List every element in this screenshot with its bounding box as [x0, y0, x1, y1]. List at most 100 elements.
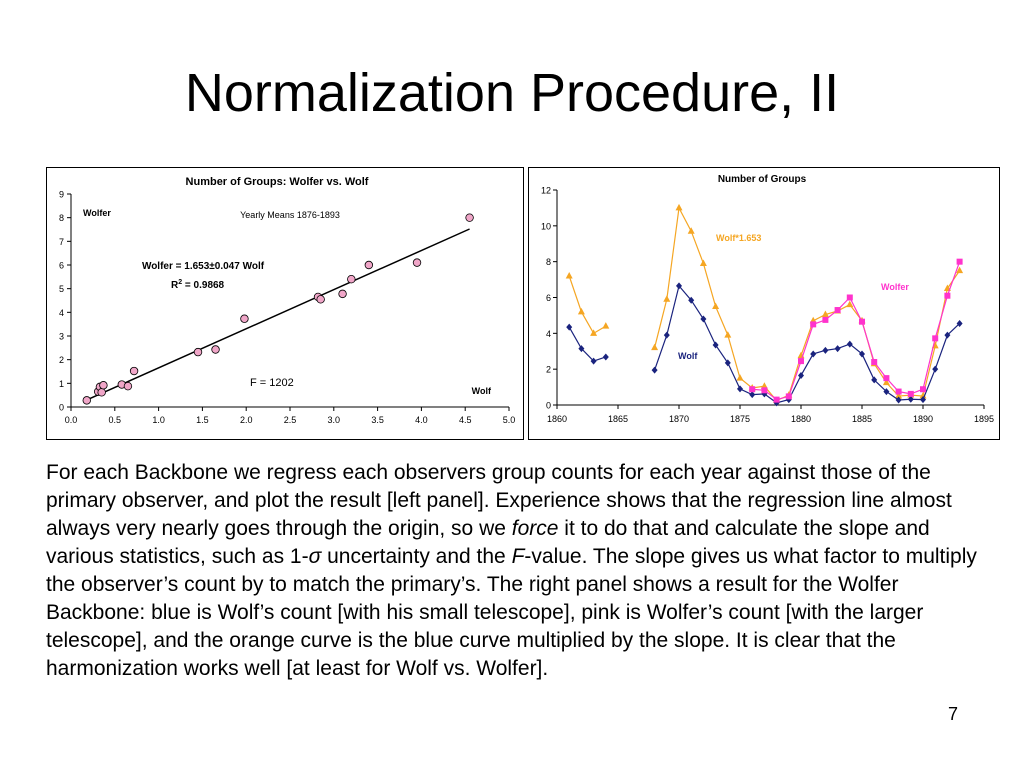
data-point [347, 274, 356, 284]
data-point [316, 295, 325, 304]
x-tick-label: 1865 [608, 414, 628, 424]
data-point-square [907, 390, 914, 397]
body-text-part-4: -value. The slope gives us what factor t… [46, 545, 977, 680]
data-point [465, 213, 474, 222]
data-point-triangle [821, 310, 829, 318]
data-point-triangle [712, 302, 720, 309]
legend-label-wolf-scaled: Wolf*1.653 [716, 233, 761, 243]
x-tick-label: 1880 [791, 414, 811, 424]
line-chart-panel: Number of Groups 0 2 4 6 8 10 12 1860 1865 1870 187… [528, 167, 1000, 440]
data-point-diamond [676, 282, 682, 290]
data-point-triangle [590, 329, 598, 336]
data-point-square [944, 292, 951, 299]
r-squared-symbol: R [171, 280, 179, 291]
data-point-diamond [602, 353, 609, 361]
data-point-triangle [882, 378, 890, 386]
y-tick-label: 0 [546, 401, 551, 411]
x-tick-label: 0.5 [109, 415, 122, 425]
data-point-diamond [566, 323, 573, 331]
data-point-diamond [932, 365, 939, 373]
scatter-chart-panel: Number of Groups: Wolfer vs. Wolf 0 1 2 3 4 5 6… [46, 167, 524, 440]
data-point-triangle [736, 374, 744, 381]
data-point-triangle [577, 307, 585, 315]
body-text-sigma: σ [308, 545, 322, 568]
data-point-diamond [822, 346, 829, 354]
data-point-triangle [895, 392, 903, 399]
data-point [193, 347, 203, 357]
data-point-square [920, 386, 926, 393]
legend-label-wolf: Wolf [678, 351, 698, 361]
x-tick-label: 1885 [852, 414, 872, 424]
data-point-diamond [651, 366, 658, 374]
series-wolf [566, 282, 963, 407]
data-point-triangle [602, 322, 610, 329]
data-point-triangle [663, 295, 671, 302]
data-point-diamond [846, 340, 853, 348]
data-point-diamond [688, 296, 695, 304]
y-tick-label: 9 [59, 190, 64, 200]
x-tick-label: 5.0 [503, 415, 516, 425]
data-point [211, 345, 220, 354]
data-point [129, 366, 139, 376]
series-line [752, 261, 961, 401]
data-point-square [761, 387, 768, 394]
data-point-triangle [675, 203, 683, 211]
data-point-triangle [651, 343, 659, 351]
y-tick-label: 6 [59, 261, 64, 271]
body-text-part-2: it to do that and calculate the slope an… [46, 517, 930, 568]
y-tick-label: 4 [59, 308, 64, 318]
body-text-part-3: uncertainty and the [321, 545, 512, 568]
series-line [654, 205, 961, 402]
data-point-diamond [956, 319, 963, 327]
data-point [364, 260, 374, 270]
data-point [99, 381, 108, 390]
y-tick-label: 12 [541, 186, 551, 196]
data-point-diamond [700, 315, 707, 323]
legend-label-wolfer: Wolfer [881, 282, 909, 292]
data-point-square [956, 258, 963, 265]
data-point-square [834, 307, 841, 314]
y-tick-label: 3 [59, 332, 64, 342]
regression-equation: Wolfer = 1.653±0.047 Wolf [142, 261, 265, 272]
data-point-triangle [760, 382, 768, 389]
x-axis-label: Wolf [472, 386, 492, 396]
data-point-triangle [687, 227, 695, 234]
x-tick-label: 3.5 [371, 415, 384, 425]
data-point-square [895, 388, 902, 395]
data-point [240, 314, 249, 323]
body-text-force: force [511, 517, 559, 540]
data-point [412, 258, 422, 267]
data-point-diamond [590, 357, 597, 365]
x-tick-label: 4.0 [415, 415, 428, 425]
body-text-f: F [511, 545, 525, 568]
data-point-triangle [919, 392, 927, 399]
data-point-diamond [883, 388, 890, 396]
y-tick-label: 8 [59, 213, 64, 223]
series-wolfer [749, 258, 963, 403]
data-point-diamond [944, 331, 951, 339]
x-tick-label: 2.0 [240, 415, 253, 425]
data-point-square [846, 294, 853, 301]
data-point-diamond [907, 395, 914, 403]
chart-title: Number of Groups: Wolfer vs. Wolf [186, 176, 369, 188]
chart-title: Number of Groups [718, 174, 807, 185]
data-point-square [871, 359, 878, 365]
data-point [123, 381, 133, 391]
data-point [338, 289, 347, 299]
data-point-triangle [699, 259, 707, 266]
y-tick-label: 1 [59, 379, 64, 389]
data-point-square [822, 316, 829, 323]
x-tick-label: 1870 [669, 414, 689, 424]
data-point-square [749, 386, 756, 393]
y-tick-label: 2 [59, 355, 64, 365]
data-point-square [798, 358, 804, 365]
y-tick-label: 6 [546, 293, 551, 303]
r-squared-label: R2 = 0.9868 [171, 279, 225, 291]
x-tick-label: 1875 [730, 414, 750, 424]
x-tick-label: 1.0 [152, 415, 165, 425]
data-point-diamond [737, 385, 743, 393]
slide-body-text: For each Backbone we regress each observ… [46, 459, 996, 683]
data-point-diamond [834, 345, 841, 353]
x-tick-label: 3.0 [328, 415, 341, 425]
series-line [568, 275, 607, 335]
